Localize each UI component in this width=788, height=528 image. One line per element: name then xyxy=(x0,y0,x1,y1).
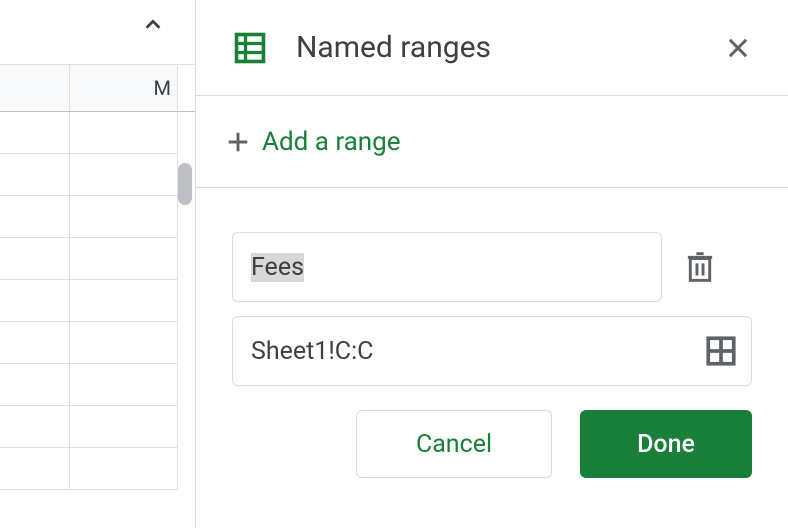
spreadsheet-background: M xyxy=(0,0,195,528)
range-name-value: Fees xyxy=(251,253,304,282)
cell[interactable] xyxy=(0,196,70,238)
cell[interactable] xyxy=(70,238,178,280)
cell[interactable] xyxy=(0,364,70,406)
range-reference-input[interactable] xyxy=(232,316,752,386)
cell[interactable] xyxy=(70,364,178,406)
cell[interactable] xyxy=(0,406,70,448)
range-name-input[interactable]: Fees xyxy=(232,232,662,302)
select-range-icon[interactable] xyxy=(704,334,738,368)
cell[interactable] xyxy=(0,280,70,322)
cell[interactable] xyxy=(0,238,70,280)
cell[interactable] xyxy=(70,154,178,196)
cell[interactable] xyxy=(70,448,178,490)
delete-icon[interactable] xyxy=(680,247,720,287)
collapse-chevron-icon[interactable] xyxy=(138,10,168,40)
cell[interactable] xyxy=(70,406,178,448)
panel-header: Named ranges xyxy=(196,0,788,96)
cell[interactable] xyxy=(70,322,178,364)
done-button[interactable]: Done xyxy=(580,410,752,478)
column-header-row: M xyxy=(0,64,195,112)
cell[interactable] xyxy=(0,448,70,490)
column-header[interactable]: M xyxy=(70,65,178,111)
sheet-top-bar xyxy=(0,0,195,64)
add-range-label: Add a range xyxy=(262,127,401,157)
cell[interactable] xyxy=(0,112,70,154)
sheets-icon xyxy=(232,30,268,66)
cell[interactable] xyxy=(70,280,178,322)
scrollbar-thumb[interactable] xyxy=(178,163,192,205)
plus-icon xyxy=(224,128,252,156)
cell[interactable] xyxy=(70,196,178,238)
named-ranges-panel: Named ranges Add a range Fees xyxy=(195,0,788,528)
range-row xyxy=(232,316,752,386)
sheet-grid: M xyxy=(0,64,195,528)
panel-title: Named ranges xyxy=(296,30,718,65)
name-row: Fees xyxy=(232,232,752,302)
cell[interactable] xyxy=(70,112,178,154)
range-edit-area: Fees xyxy=(196,188,788,478)
cell[interactable] xyxy=(0,322,70,364)
cancel-button[interactable]: Cancel xyxy=(356,410,552,478)
add-range-row[interactable]: Add a range xyxy=(196,96,788,188)
column-header[interactable] xyxy=(0,65,70,111)
button-row: Cancel Done xyxy=(232,410,752,478)
cell[interactable] xyxy=(0,154,70,196)
close-icon[interactable] xyxy=(718,28,758,68)
